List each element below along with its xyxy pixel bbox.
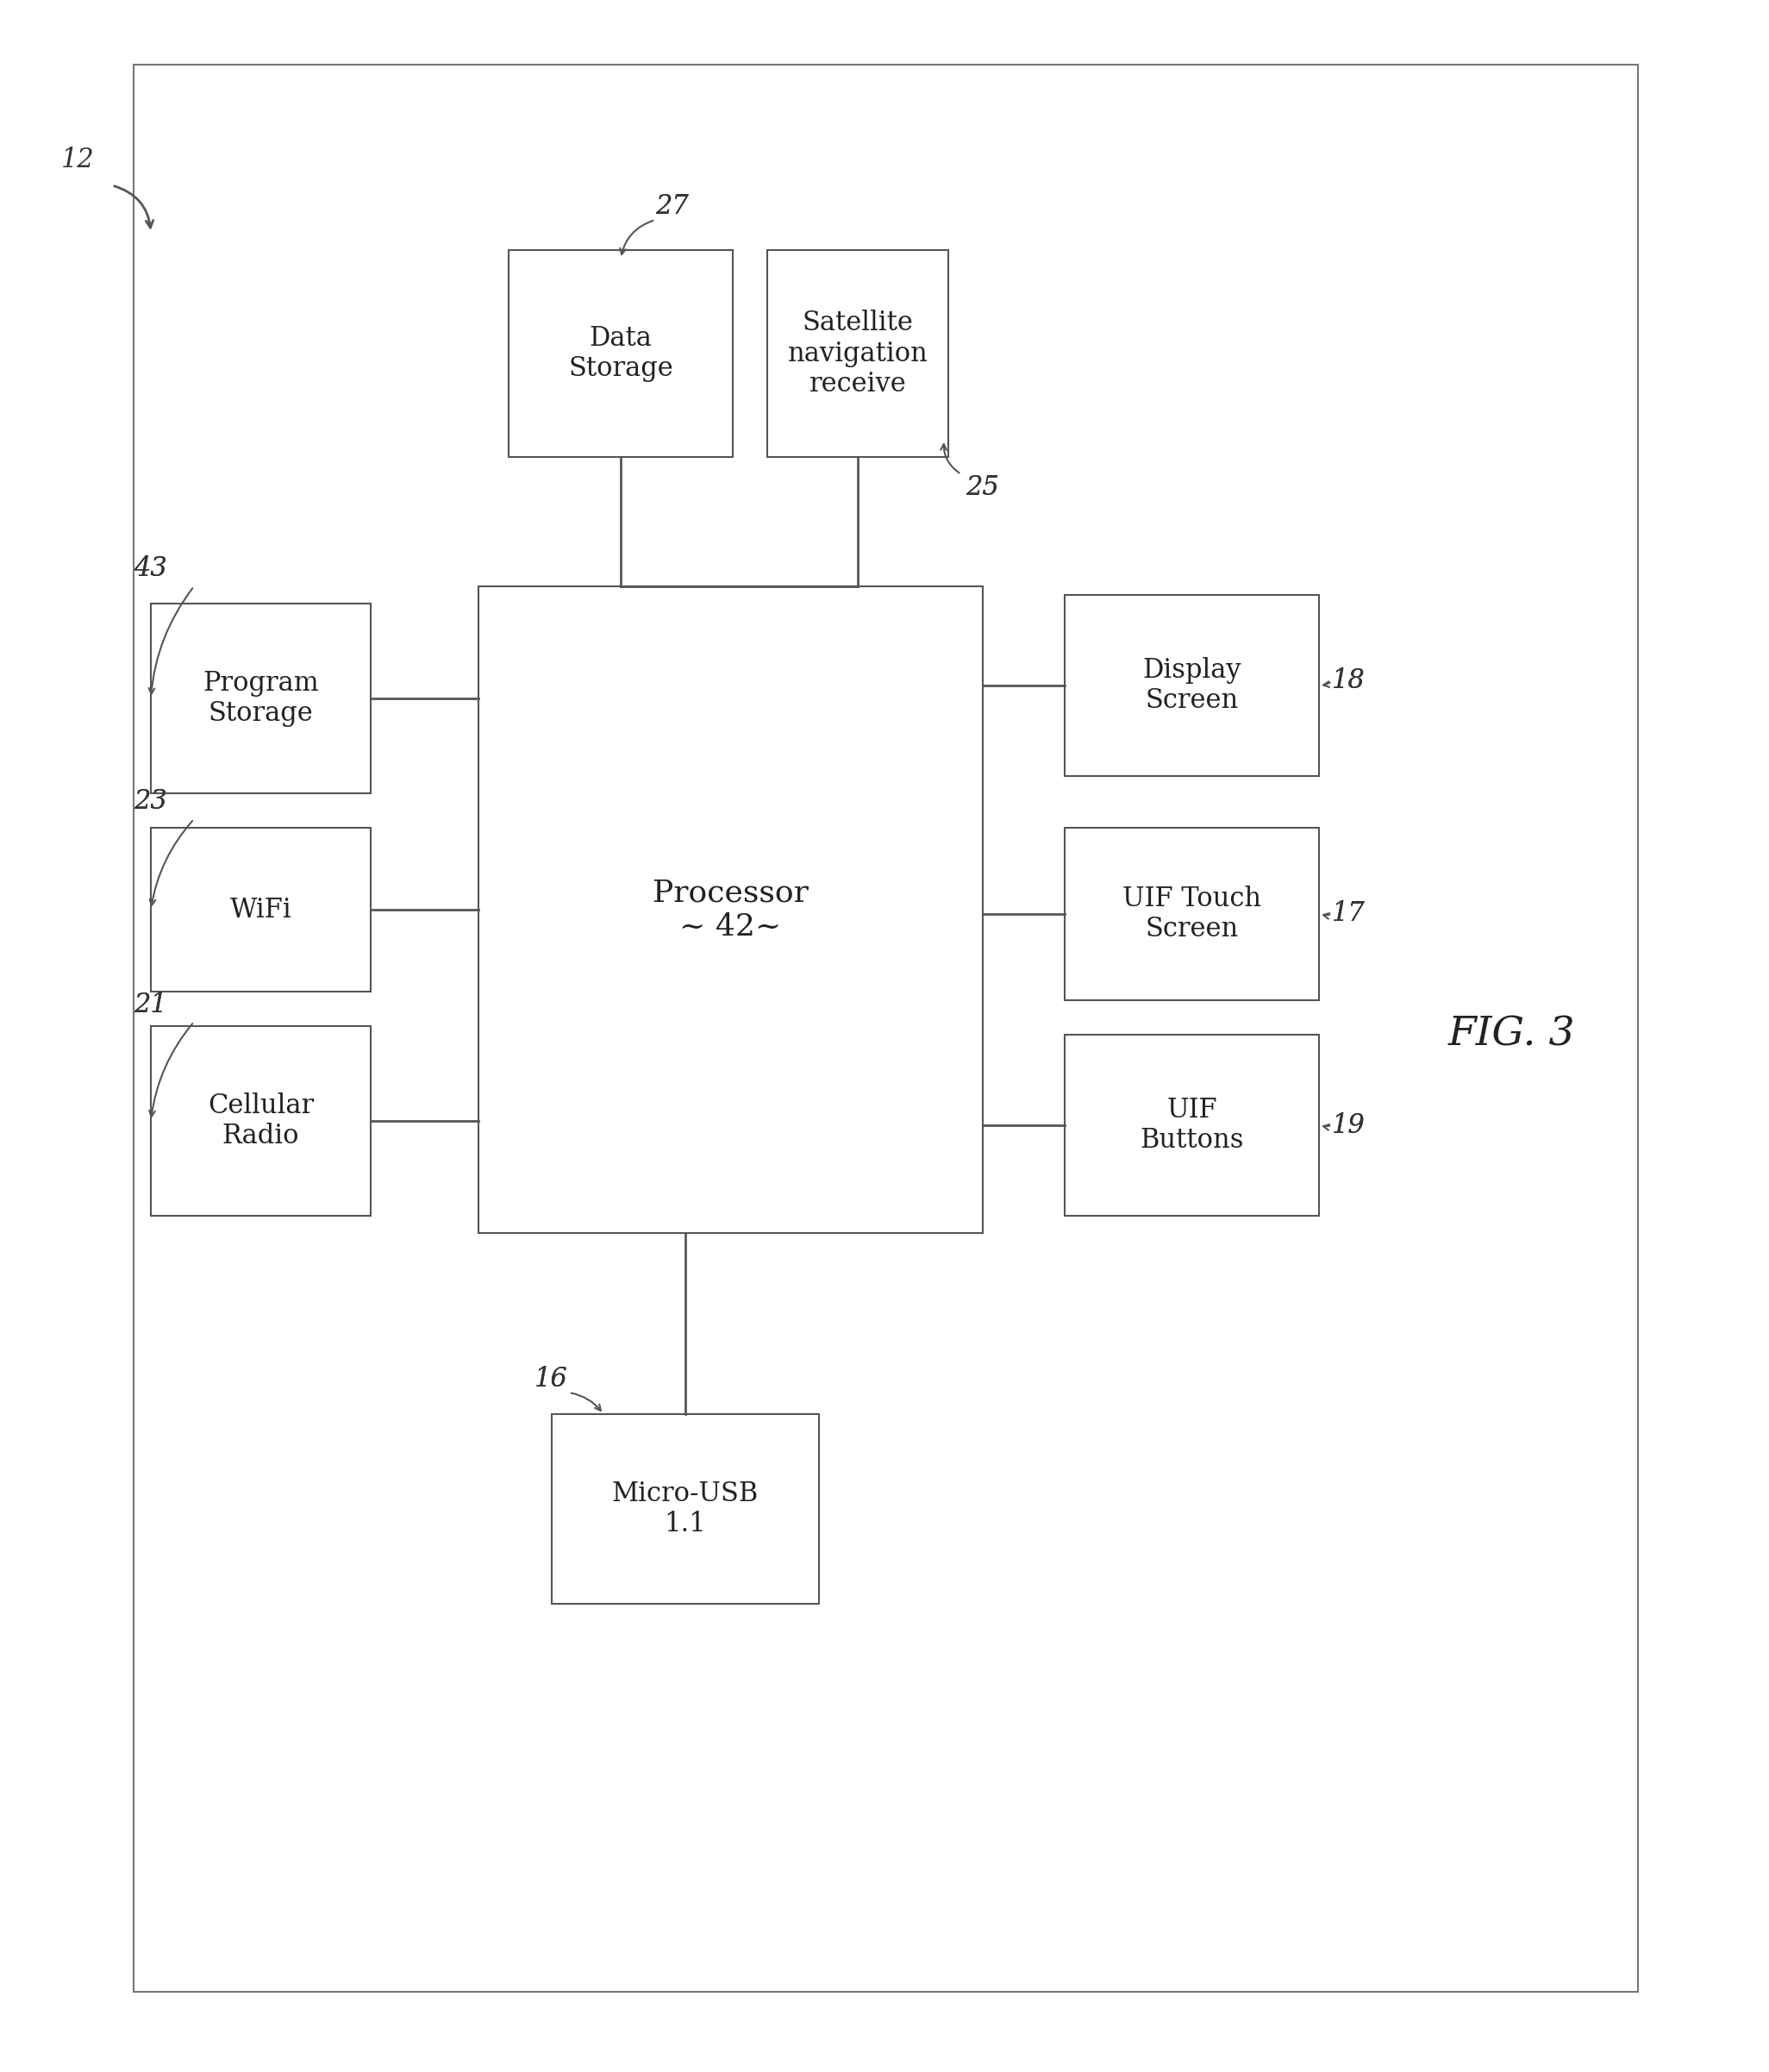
- FancyArrowPatch shape: [115, 186, 154, 228]
- FancyArrowPatch shape: [941, 443, 959, 472]
- Text: 21: 21: [134, 990, 166, 1017]
- Text: Micro-USB
1.1: Micro-USB 1.1: [612, 1479, 759, 1537]
- FancyArrowPatch shape: [1323, 1125, 1330, 1129]
- FancyArrowPatch shape: [149, 1024, 193, 1117]
- Text: 16: 16: [534, 1365, 568, 1392]
- Text: 27: 27: [655, 193, 688, 220]
- Text: Cellular
Radio: Cellular Radio: [207, 1092, 313, 1150]
- Bar: [150, 603, 371, 794]
- Text: 25: 25: [966, 474, 999, 501]
- Text: Processor
~ 42~: Processor ~ 42~: [653, 879, 808, 941]
- Text: 19: 19: [1332, 1113, 1366, 1140]
- Text: 17: 17: [1332, 901, 1366, 928]
- Bar: [1065, 829, 1320, 1001]
- Text: 18: 18: [1332, 667, 1366, 694]
- Text: 25: 25: [966, 474, 999, 501]
- Text: 19: 19: [1332, 1113, 1366, 1140]
- Text: WiFi: WiFi: [230, 897, 292, 922]
- FancyArrowPatch shape: [1323, 682, 1330, 688]
- FancyArrowPatch shape: [621, 220, 653, 255]
- FancyArrowPatch shape: [149, 588, 193, 694]
- Text: Data
Storage: Data Storage: [568, 325, 674, 383]
- Text: Display
Screen: Display Screen: [1143, 657, 1242, 715]
- Text: UIF Touch
Screen: UIF Touch Screen: [1122, 885, 1261, 943]
- Bar: [552, 1413, 819, 1604]
- Text: 27: 27: [655, 193, 688, 220]
- Bar: [478, 586, 984, 1233]
- Text: 43: 43: [134, 555, 166, 582]
- Text: 16: 16: [534, 1365, 568, 1392]
- Text: Satellite
navigation
receive: Satellite navigation receive: [787, 309, 929, 398]
- Text: 43: 43: [134, 555, 166, 582]
- Text: 21: 21: [134, 990, 166, 1017]
- Bar: [509, 251, 732, 458]
- Bar: [134, 64, 1638, 1991]
- Bar: [150, 1026, 371, 1216]
- Text: 17: 17: [1332, 901, 1366, 928]
- Text: 23: 23: [134, 789, 166, 814]
- Text: 18: 18: [1332, 667, 1366, 694]
- Text: UIF
Buttons: UIF Buttons: [1139, 1096, 1244, 1154]
- Bar: [768, 251, 948, 458]
- FancyArrowPatch shape: [150, 821, 193, 905]
- Bar: [150, 829, 371, 992]
- Text: Program
Storage: Program Storage: [203, 669, 318, 727]
- Bar: [1065, 1034, 1320, 1216]
- Text: 12: 12: [60, 147, 94, 172]
- Text: 23: 23: [134, 789, 166, 814]
- Text: FIG. 3: FIG. 3: [1449, 1015, 1576, 1055]
- FancyArrowPatch shape: [571, 1392, 601, 1411]
- FancyArrowPatch shape: [1323, 914, 1330, 918]
- Bar: [1065, 595, 1320, 777]
